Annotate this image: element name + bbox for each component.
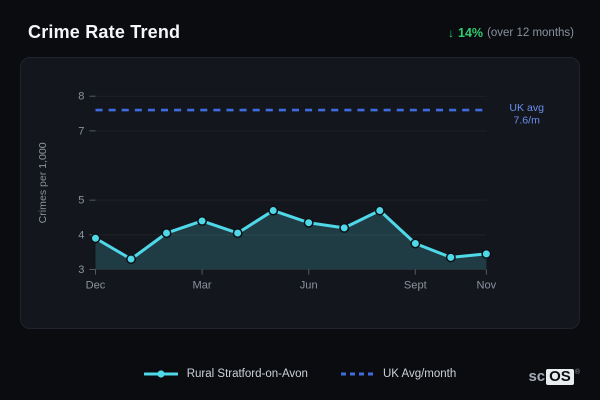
y-tick-label: 4 — [78, 229, 84, 241]
data-point — [303, 217, 314, 228]
chart-card: 8 7 5 4 3 Dec Mar Jun Sept Nov UK avg 7.6/m Crimes p… — [20, 57, 580, 329]
y-tick-label: 7 — [78, 125, 84, 137]
x-tick-label: Dec — [86, 280, 106, 292]
legend-label: UK Avg/month — [382, 368, 457, 380]
dashed-line-marker-icon — [340, 372, 373, 376]
data-point — [268, 205, 279, 216]
x-tick-label: Nov — [477, 280, 497, 292]
y-tick-label: 3 — [78, 264, 84, 276]
data-point — [197, 215, 208, 226]
x-tick-label: Jun — [300, 280, 318, 292]
data-point — [410, 238, 421, 249]
line-dot-marker-icon — [143, 370, 178, 378]
logo-prefix: sc — [528, 367, 546, 385]
x-tick-label: Sept — [404, 280, 427, 292]
uk-avg-label: UK avg 7.6/m — [509, 102, 544, 127]
trend-summary: ↓ 14% (over 12 months) — [448, 26, 574, 40]
series-line — [93, 209, 488, 261]
data-point — [374, 205, 385, 216]
legend-item-rural-stratford[interactable]: Rural Stratford-on-Avon — [143, 368, 308, 380]
trend-down-arrow-icon: ↓ — [448, 25, 455, 40]
trend-percentage: 14% — [458, 25, 484, 40]
page-header: Crime Rate Trend ↓ 14% (over 12 months) — [0, 0, 600, 57]
trend-context: (over 12 months) — [487, 26, 574, 39]
data-point — [339, 222, 350, 233]
y-tick-label: 8 — [78, 91, 84, 103]
chart-legend: Rural Stratford-on-Avon UK Avg/month — [0, 368, 600, 380]
data-point — [481, 248, 492, 259]
area-fill — [95, 210, 487, 270]
registered-trademark-icon: ® — [574, 368, 580, 376]
data-point — [126, 254, 137, 265]
logo-mark: OS — [546, 368, 574, 385]
y-tick-label: 5 — [78, 195, 84, 207]
x-tick-label: Mar — [193, 280, 212, 292]
data-point — [232, 228, 243, 239]
page-title: Crime Rate Trend — [28, 22, 181, 42]
data-point — [161, 228, 172, 239]
data-point — [445, 252, 456, 263]
y-axis-title: Crimes per 1,000 — [37, 142, 49, 223]
legend-item-uk-avg[interactable]: UK Avg/month — [340, 368, 456, 380]
data-point — [90, 233, 101, 244]
scos-logo: sc OS ® — [528, 367, 580, 385]
legend-label: Rural Stratford-on-Avon — [186, 368, 308, 380]
